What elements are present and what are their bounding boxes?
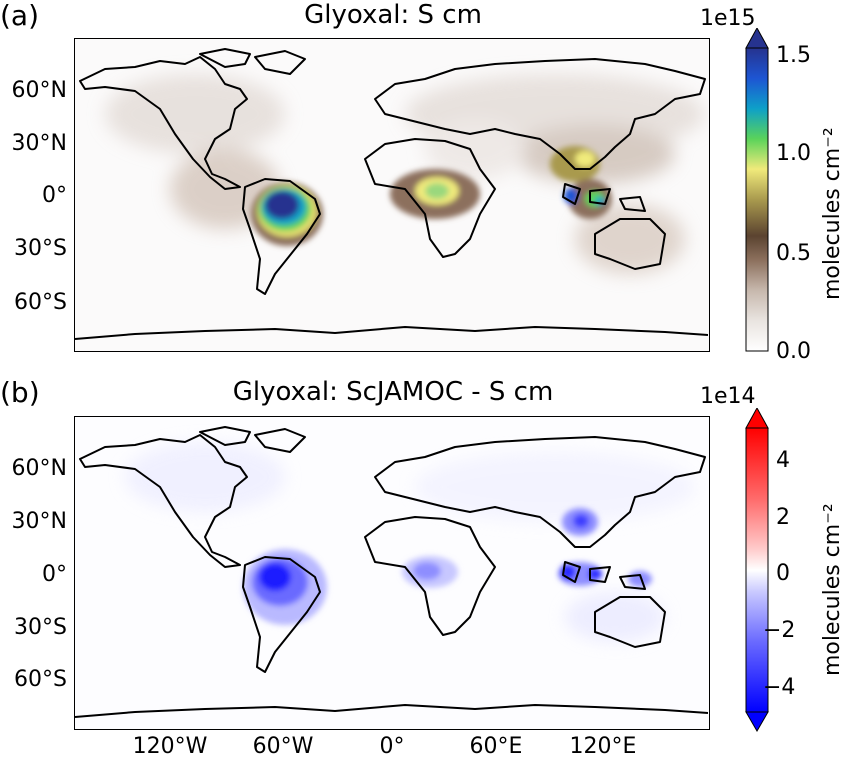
colorbar-a-extend-max: [745, 28, 769, 49]
lat-label-30n-b: 30°N: [11, 509, 67, 534]
colorbar-b-extend-min: [745, 711, 769, 732]
panel-a-haze: [105, 74, 705, 274]
panel-b-map-svg: [75, 426, 708, 718]
cb-a-tick-0-5: 0.5: [776, 241, 811, 266]
lat-label-60s-b: 60°S: [14, 667, 67, 692]
lat-label-60s: 60°S: [14, 290, 67, 315]
panel-a-hotspots: [251, 146, 612, 246]
lat-label-30n: 30°N: [11, 131, 67, 156]
colorbar-b-gradient: [745, 427, 769, 713]
lat-label-0: 0°: [42, 183, 67, 208]
lat-label-60n: 60°N: [11, 78, 67, 103]
panel-b-letter: (b): [0, 376, 40, 409]
panel-a-colorbar: [745, 28, 769, 352]
lon-label-60e: 60°E: [469, 734, 523, 759]
cb-a-tick-0-0: 0.0: [776, 339, 811, 364]
colorbar-b-extend-max: [745, 408, 769, 429]
cb-b-tick-2: 2: [776, 505, 790, 530]
panel-b-colorbar-svg: [745, 408, 769, 732]
lat-label-60n-b: 60°N: [11, 456, 67, 481]
lon-label-120w: 120°W: [132, 734, 208, 759]
panel-b-colorbar-scale: 1e14: [700, 384, 756, 409]
cb-b-tick-neg2: −2: [763, 618, 796, 643]
panel-a-map-svg: [75, 48, 708, 340]
panel-a-coastlines: [75, 48, 708, 340]
panel-a-colorbar-scale: 1e15: [700, 6, 756, 31]
cb-b-tick-4: 4: [776, 448, 790, 473]
colorbar-a-gradient: [745, 47, 769, 352]
lat-label-0-b: 0°: [42, 562, 67, 587]
cb-a-tick-1-0: 1.0: [776, 141, 811, 166]
panel-b-map: [74, 416, 710, 730]
panel-b-hotspots: [243, 508, 652, 625]
panel-b-colorbar: [745, 408, 769, 732]
lon-label-60w: 60°W: [252, 734, 314, 759]
panel-a-letter: (a): [0, 0, 40, 32]
cb-b-tick-neg4: −4: [763, 675, 796, 700]
panel-a-title: Glyoxal: S cm: [304, 0, 482, 30]
panel-a-colorbar-label: molecules cm⁻²: [820, 127, 845, 300]
panel-a-colorbar-svg: [745, 28, 769, 352]
cb-a-tick-1-5: 1.5: [776, 43, 811, 68]
panel-b-coastlines: [75, 426, 708, 718]
cb-b-tick-0: 0: [776, 561, 790, 586]
lat-label-30s: 30°S: [14, 236, 67, 261]
lon-label-120e: 120°E: [569, 734, 637, 759]
lat-label-30s-b: 30°S: [14, 615, 67, 640]
panel-b-title: Glyoxal: ScJAMOC - S cm: [232, 377, 554, 407]
panel-b-colorbar-label: molecules cm⁻²: [820, 503, 845, 676]
panel-b-haze: [125, 442, 695, 642]
panel-a-map: [74, 38, 710, 352]
lon-label-0: 0°: [379, 734, 405, 759]
